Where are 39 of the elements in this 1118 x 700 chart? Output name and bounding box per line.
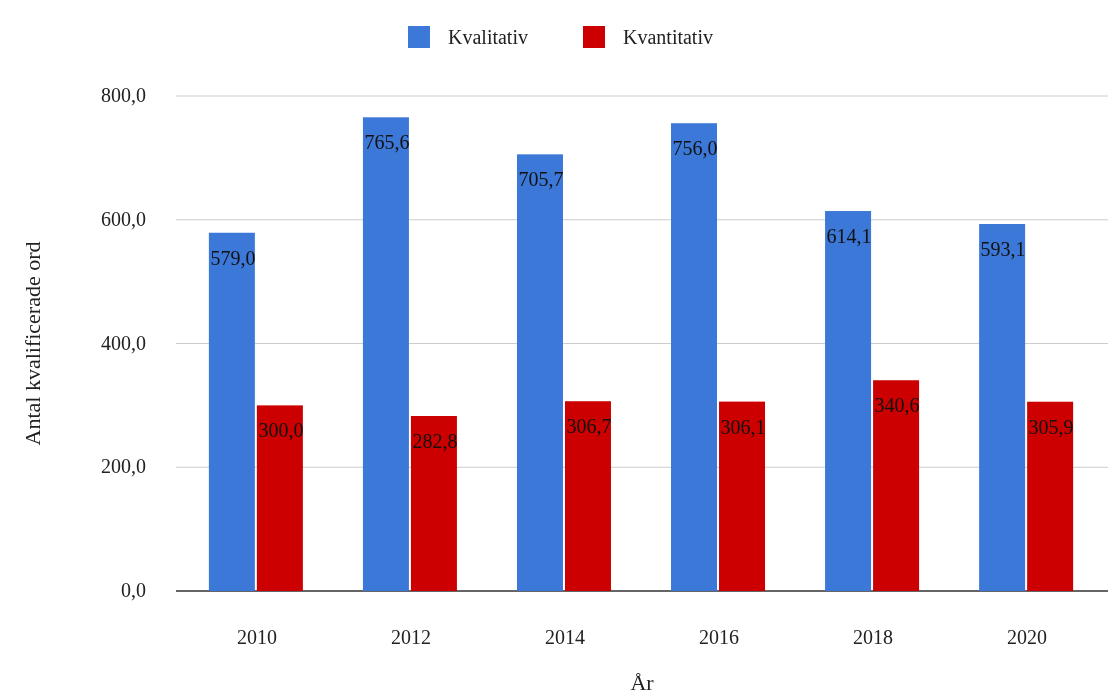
data-label: 756,0 (672, 137, 718, 160)
data-label: 705,7 (518, 168, 564, 191)
data-label: 340,6 (874, 394, 920, 417)
y-axis-title: Antal kvalificerade ord (20, 241, 45, 446)
x-tick-label: 2012 (390, 626, 431, 648)
data-label: 300,0 (258, 419, 304, 442)
y-tick-label: 0,0 (121, 579, 146, 601)
bar (1027, 401, 1074, 591)
x-tick-label: 2016 (699, 626, 740, 648)
bar (256, 405, 303, 591)
data-label: 305,9 (1028, 415, 1074, 438)
y-tick-label: 200,0 (101, 455, 146, 478)
data-label: 614,1 (826, 225, 872, 248)
x-tick-label: 2014 (544, 626, 585, 648)
legend-label: Kvalitativ (448, 26, 528, 48)
legend-label: Kvantitativ (623, 26, 713, 48)
bar (719, 401, 766, 591)
bar (671, 123, 718, 591)
x-tick-label: 2010 (236, 626, 277, 648)
data-label: 306,1 (720, 415, 766, 438)
y-tick-label: 800,0 (101, 84, 146, 106)
x-axis-title: År (630, 670, 655, 695)
x-tick-label: 2018 (853, 626, 894, 648)
data-label: 306,7 (566, 415, 612, 438)
y-tick-label: 400,0 (101, 331, 146, 354)
bar (564, 401, 611, 591)
bar (362, 117, 409, 591)
bar (979, 224, 1026, 591)
bar (410, 416, 457, 591)
x-tick-label: 2020 (1007, 626, 1048, 648)
data-label: 765,6 (364, 131, 410, 154)
bar (873, 380, 920, 591)
data-label: 579,0 (210, 246, 256, 269)
data-label: 282,8 (412, 430, 458, 453)
bar (516, 154, 563, 591)
y-tick-label: 600,0 (101, 207, 146, 230)
bar (208, 232, 255, 591)
data-label: 593,1 (980, 238, 1026, 261)
bar (825, 211, 872, 591)
